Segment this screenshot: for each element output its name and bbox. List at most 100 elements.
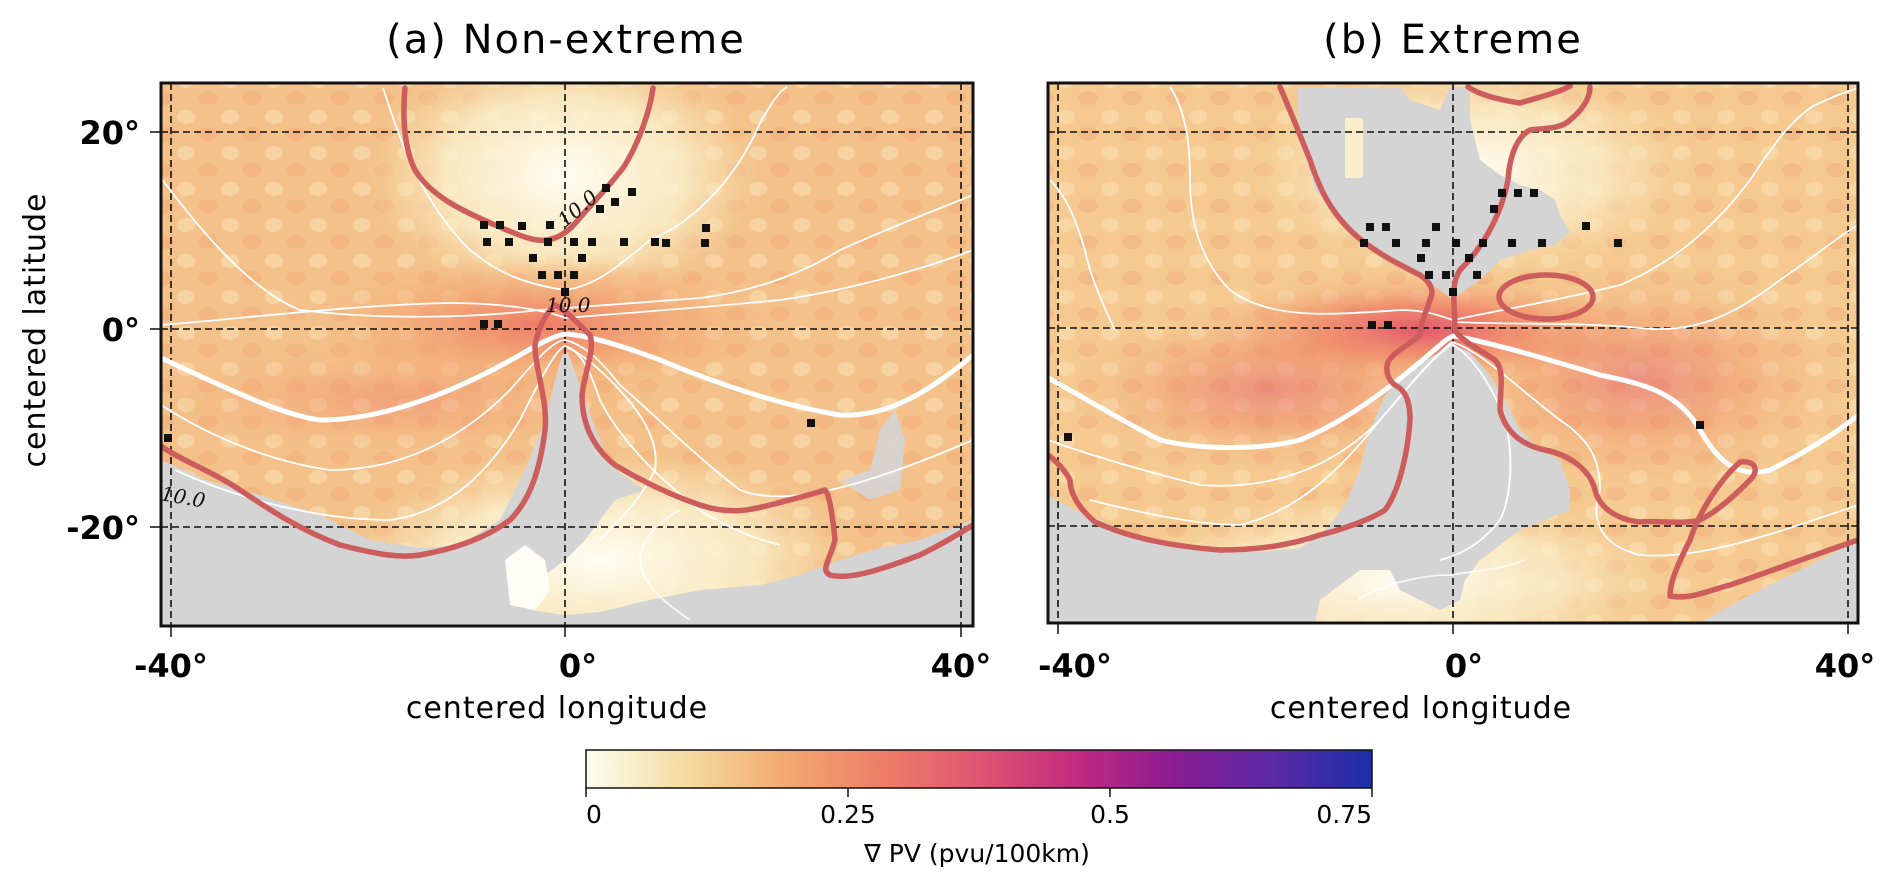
panel-b-white-contours — [1048, 86, 1858, 601]
stippling-mark — [611, 198, 619, 206]
colorbar-ticks: 0 0.25 0.5 0.75 — [585, 788, 1373, 829]
panel-a-unmasked-patch — [505, 545, 550, 610]
panel-a-white-contour — [161, 177, 973, 318]
stippling-mark — [1382, 223, 1390, 231]
panel-a-red-contour-south — [161, 302, 973, 580]
panel-b-red-contour-east — [1451, 83, 1858, 600]
panel-b-white-contour — [1169, 86, 1858, 321]
colorbar-gradient — [585, 749, 1373, 789]
panel-a-plot-area: 10.0 10.0 10.0 — [159, 81, 975, 628]
stippling-mark — [544, 238, 552, 246]
stippling-mark — [483, 238, 491, 246]
panel-b-xtick-label: 40° — [1815, 647, 1876, 685]
panel-b-masked-region-south — [1048, 345, 1570, 623]
stippling-mark — [578, 254, 586, 262]
stippling-mark — [807, 419, 815, 427]
stippling-mark — [1530, 189, 1538, 197]
panel-a-title: (a) Non-extreme — [386, 17, 746, 63]
stippling-mark — [1490, 205, 1498, 213]
panel-b-gridlines — [1048, 83, 1858, 623]
stippling-mark — [662, 239, 670, 247]
stippling-mark — [1452, 239, 1460, 247]
colorbar: 0 0.25 0.5 0.75 ∇ PV (pvu/100km) — [585, 749, 1373, 868]
stippling-mark — [494, 320, 502, 328]
panel-b-white-contour-thick — [1048, 333, 1858, 475]
panel-b-red-contour-closed — [1496, 272, 1596, 322]
stippling-mark — [1432, 223, 1440, 231]
stippling-mark — [702, 224, 710, 232]
panel-b-stippling — [1064, 189, 1704, 441]
colorbar-tick-label: 0 — [586, 800, 602, 829]
panel-b-field-east-band — [1440, 270, 1840, 490]
panel-b-masked-region-north — [1298, 87, 1570, 300]
panel-a-white-contour — [161, 339, 973, 498]
stippling-mark — [1538, 239, 1546, 247]
panel-b-x-axis: -40° 0° 40° centered longitude — [1038, 623, 1875, 726]
stippling-mark — [1514, 189, 1522, 197]
panel-a-masked-region-south — [161, 352, 973, 626]
panel-a-xtick-label: -40° — [134, 647, 208, 685]
stippling-mark — [1498, 189, 1506, 197]
stippling-mark — [1614, 239, 1622, 247]
panel-b-white-contour — [1049, 179, 1116, 331]
panel-b-plot-area — [1046, 81, 1860, 625]
stippling-mark — [602, 184, 610, 192]
panel-a-white-contour — [639, 509, 691, 621]
panel-b-title: (b) Extreme — [1323, 17, 1583, 63]
stippling-mark — [588, 238, 596, 246]
stippling-mark — [1696, 421, 1704, 429]
stippling-mark — [1582, 222, 1590, 230]
stippling-mark — [538, 271, 546, 279]
stippling-mark — [480, 221, 488, 229]
panel-a-ytick-label: -20° — [66, 509, 140, 547]
colorbar-label: ∇ PV (pvu/100km) — [863, 839, 1090, 868]
stippling-mark — [1425, 271, 1433, 279]
stippling-mark — [518, 222, 526, 230]
panel-a-frame — [159, 81, 975, 628]
stippling-mark — [1442, 271, 1450, 279]
stippling-mark — [701, 239, 709, 247]
stippling-mark — [1064, 433, 1072, 441]
stippling-mark — [1479, 239, 1487, 247]
stippling-mark — [480, 320, 488, 328]
panel-b-xtick-label: -40° — [1038, 647, 1112, 685]
panel-a-ytick-label: 20° — [79, 114, 140, 152]
stippling-mark — [596, 205, 604, 213]
panel-a-y-axis-label: centered latitude — [18, 193, 53, 468]
panel-b-white-contour — [1048, 341, 1858, 557]
stippling-mark — [496, 221, 504, 229]
panel-b-white-contour — [1357, 559, 1526, 601]
stippling-mark — [1473, 271, 1481, 279]
stippling-mark — [628, 188, 636, 196]
panel-a-x-axis-label: centered longitude — [406, 691, 708, 726]
panel-a-xtick-label: 40° — [931, 647, 992, 685]
panel-a-white-contour-thick — [161, 331, 973, 423]
colorbar-tick-label: 0.75 — [1316, 800, 1372, 829]
stippling-mark — [164, 434, 172, 442]
panel-a-xtick-label: 0° — [559, 647, 597, 685]
stippling-mark — [505, 238, 513, 246]
stippling-mark — [1392, 239, 1400, 247]
stippling-mark — [651, 238, 659, 246]
stippling-mark — [1366, 223, 1374, 231]
stippling-mark — [570, 271, 578, 279]
stippling-mark — [620, 238, 628, 246]
panel-a-field-south-band — [161, 340, 660, 460]
stippling-mark — [570, 238, 578, 246]
stippling-mark — [554, 271, 562, 279]
stippling-mark — [1417, 254, 1425, 262]
panel-b-white-contour — [1452, 224, 1858, 330]
panel-b-xtick-label: 0° — [1445, 647, 1483, 685]
panel-b-masked-region-southeast — [1700, 540, 1858, 623]
panel-a-white-contour — [382, 86, 788, 291]
panel-a-white-contour — [161, 249, 973, 326]
colorbar-tick-label: 0.5 — [1090, 800, 1130, 829]
stippling-mark — [1449, 288, 1457, 296]
panel-a-masked-region-east — [840, 410, 905, 500]
panel-a-stippling — [164, 184, 815, 442]
stippling-mark — [561, 288, 569, 296]
stippling-mark — [529, 254, 537, 262]
stippling-mark — [1508, 239, 1516, 247]
stippling-mark — [1368, 321, 1376, 329]
